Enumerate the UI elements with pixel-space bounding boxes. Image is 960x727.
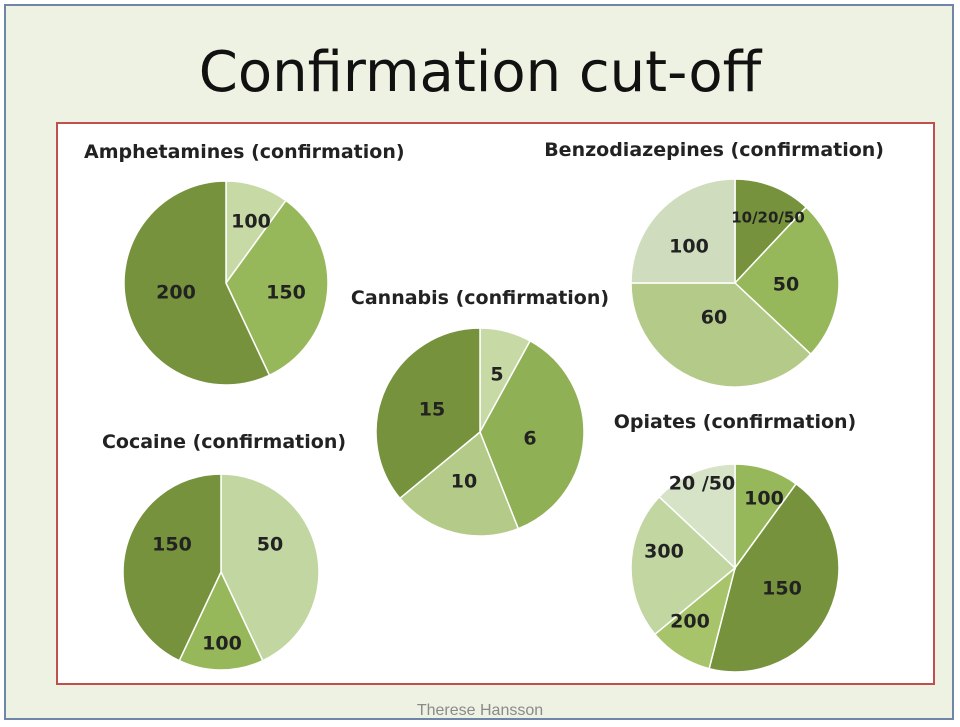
footer-author: Therese Hansson bbox=[416, 702, 544, 719]
pie-cannabis: Cannabis (confirmation) 5 6 10 15 bbox=[351, 287, 609, 537]
slice-label-cannabis-0: 5 bbox=[490, 364, 503, 386]
pie-slice-cocaine-2 bbox=[122, 473, 222, 662]
pie-slice-opiates-3 bbox=[630, 495, 737, 636]
pie-charts: Amphetamines (confirmation) 100 150 200 Benz… bbox=[84, 139, 884, 673]
pie-slice-amphetamines-1 bbox=[225, 199, 329, 377]
chart-title-cannabis: Cannabis (confirmation) bbox=[351, 287, 609, 309]
pie-slice-benzodiazepines-1 bbox=[733, 206, 840, 356]
slice-label-cocaine-0: 50 bbox=[257, 534, 283, 556]
slice-label-amphetamines-0: 100 bbox=[231, 211, 271, 233]
slice-label-benzodiazepines-0: 10/20/50 bbox=[731, 209, 805, 227]
slice-label-cannabis-2: 10 bbox=[451, 471, 477, 493]
pie-slice-cannabis-3 bbox=[375, 327, 481, 500]
slice-label-amphetamines-1: 150 bbox=[266, 282, 306, 304]
slice-label-opiates-3: 300 bbox=[644, 541, 684, 563]
pie-slice-opiates-1 bbox=[708, 482, 840, 673]
chart-title-benzodiazepines: Benzodiazepines (confirmation) bbox=[544, 139, 884, 161]
pie-slice-cannabis-2 bbox=[398, 430, 520, 537]
slice-label-benzodiazepines-3: 100 bbox=[669, 236, 709, 258]
chart-title-amphetamines: Amphetamines (confirmation) bbox=[84, 141, 405, 163]
pie-slice-cocaine-1 bbox=[178, 570, 264, 671]
pie-slice-cocaine-0 bbox=[220, 473, 320, 662]
slice-label-benzodiazepines-1: 50 bbox=[773, 274, 799, 296]
pie-cocaine: Cocaine (confirmation) 50 100 150 bbox=[102, 431, 346, 671]
slice-label-amphetamines-2: 200 bbox=[156, 282, 196, 304]
pie-slice-amphetamines-2 bbox=[123, 180, 271, 386]
pie-benzodiazepines: Benzodiazepines (confirmation) 10/20/50 50… bbox=[544, 139, 884, 388]
pie-slice-cannabis-1 bbox=[479, 339, 585, 530]
slice-label-opiates-1: 150 bbox=[762, 578, 802, 600]
pie-amphetamines: Amphetamines (confirmation) 100 150 200 bbox=[84, 141, 405, 386]
chart-title-opiates: Opiates (confirmation) bbox=[614, 411, 856, 433]
pie-slice-benzodiazepines-0 bbox=[734, 178, 808, 285]
pie-slice-opiates-4 bbox=[658, 463, 736, 570]
chart-title-cocaine: Cocaine (confirmation) bbox=[102, 431, 346, 453]
slice-label-cocaine-2: 150 bbox=[152, 534, 192, 556]
slide: Confirmation cut-off Amphetamines (confi… bbox=[4, 4, 954, 720]
slice-label-cannabis-3: 15 bbox=[419, 399, 445, 421]
pie-opiates: Opiates (confirmation) 100 150 200 300 20 /50 bbox=[614, 411, 856, 673]
slice-label-cannabis-1: 6 bbox=[523, 428, 536, 450]
slice-label-opiates-0: 100 bbox=[744, 488, 784, 510]
slice-label-benzodiazepines-2: 60 bbox=[701, 307, 727, 329]
slice-label-opiates-4: 20 /50 bbox=[669, 473, 735, 495]
pie-slice-benzodiazepines-3 bbox=[630, 178, 736, 284]
slice-label-opiates-2: 200 bbox=[670, 611, 710, 633]
slice-label-cocaine-1: 100 bbox=[202, 633, 242, 655]
slide-title: Confirmation cut-off bbox=[198, 40, 762, 105]
pie-slice-benzodiazepines-2 bbox=[630, 282, 812, 388]
